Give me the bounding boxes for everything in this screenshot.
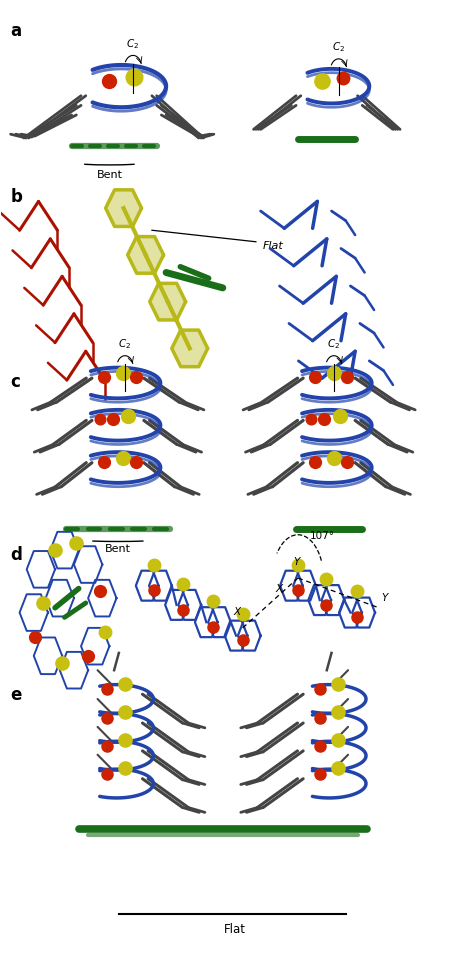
Polygon shape xyxy=(106,190,142,227)
Text: a: a xyxy=(10,22,21,39)
Text: b: b xyxy=(10,187,22,206)
Text: $Y$: $Y$ xyxy=(293,554,302,566)
Text: $C_2$: $C_2$ xyxy=(328,337,340,351)
Text: $C_2$: $C_2$ xyxy=(118,337,132,351)
Polygon shape xyxy=(172,331,208,367)
Text: d: d xyxy=(10,546,22,564)
Text: c: c xyxy=(10,373,20,391)
Text: Flat: Flat xyxy=(263,240,284,251)
Text: $C_2$: $C_2$ xyxy=(127,37,139,51)
Polygon shape xyxy=(150,284,186,321)
Text: Bent: Bent xyxy=(105,544,131,554)
Text: $Y$: $Y$ xyxy=(381,590,390,603)
Polygon shape xyxy=(128,237,164,274)
Text: Bent: Bent xyxy=(96,169,122,180)
Text: $C_2$: $C_2$ xyxy=(332,40,345,55)
Text: $X$: $X$ xyxy=(233,604,243,616)
Text: $X$: $X$ xyxy=(275,581,285,594)
Text: Flat: Flat xyxy=(224,922,246,935)
Text: e: e xyxy=(10,685,21,702)
Text: 107°: 107° xyxy=(310,530,335,540)
